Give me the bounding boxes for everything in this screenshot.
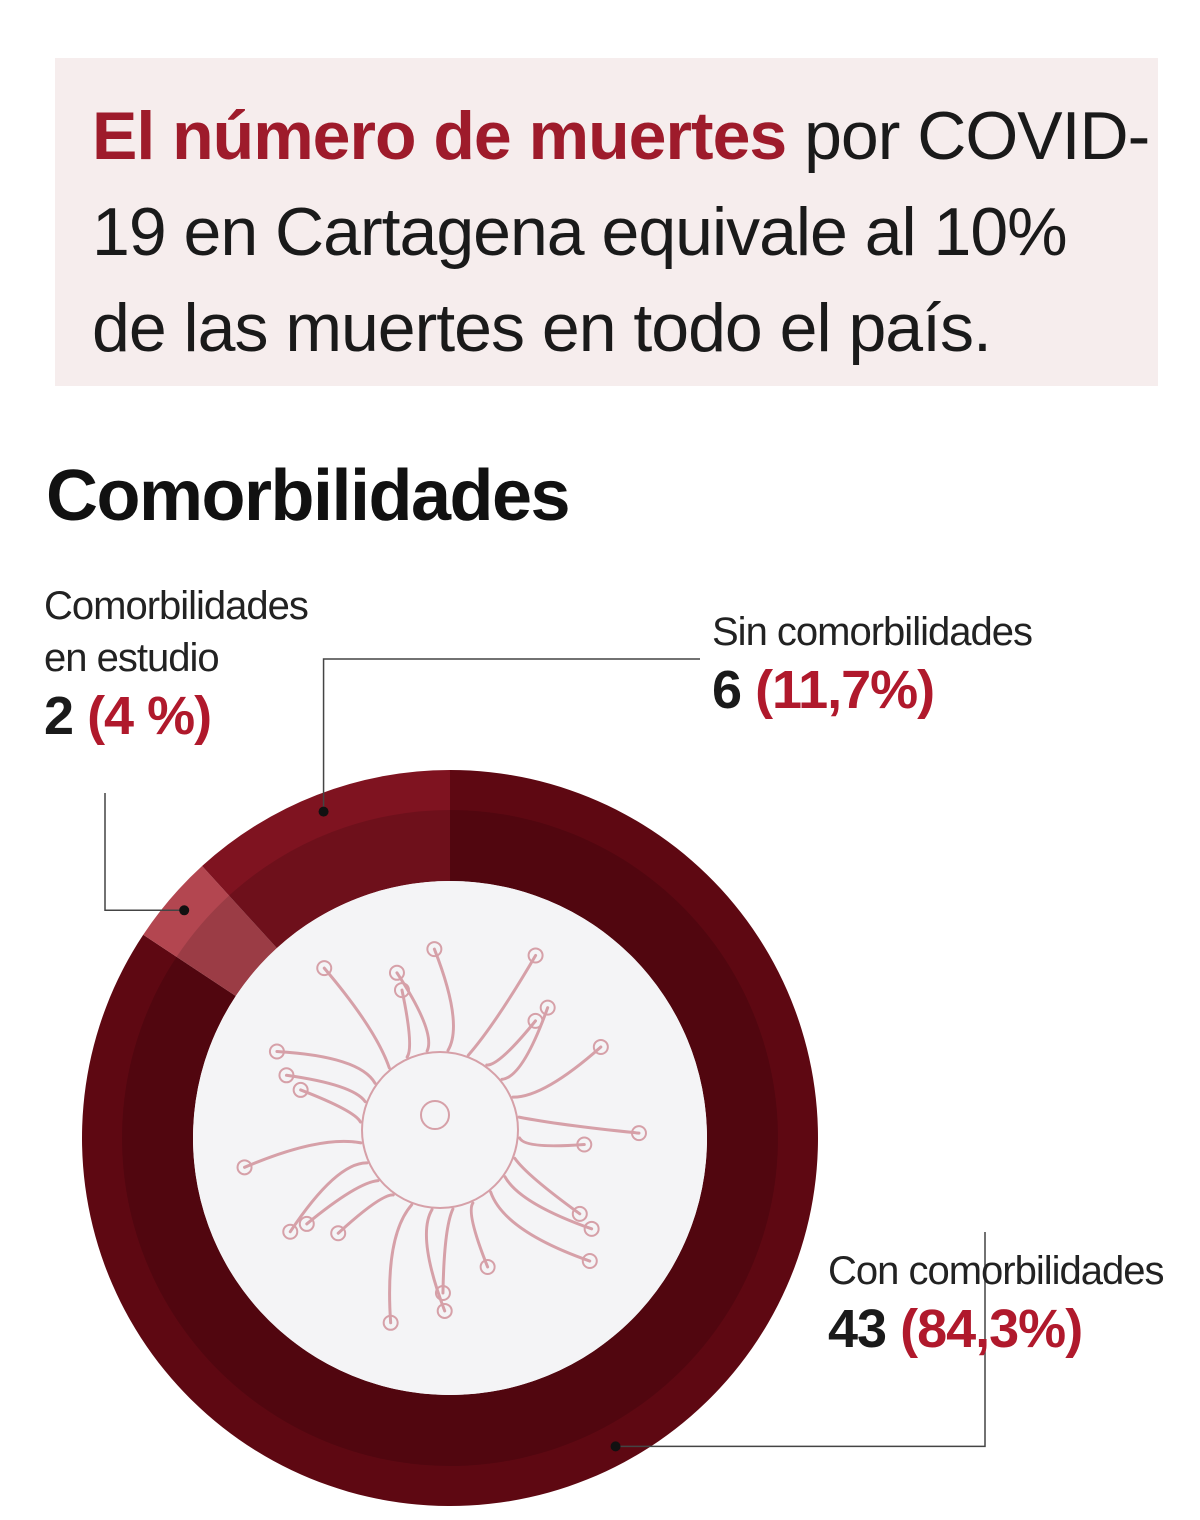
callout-con-percent: (84,3%) <box>900 1299 1083 1359</box>
virus-spike-tip <box>592 1038 609 1055</box>
virus-spike-tip <box>527 947 544 964</box>
slice-en-estudio <box>143 866 277 997</box>
virus-spike-tip <box>434 1284 451 1301</box>
virus-spike-tip <box>426 941 443 958</box>
callout-sin-value: 6 (11,7%) <box>712 658 1032 722</box>
virus-core <box>420 1100 450 1130</box>
slice-sin-comorbilidades <box>202 770 450 949</box>
virus-spike <box>243 1139 363 1169</box>
virus-spike <box>466 953 538 1057</box>
virus-spike-tip <box>479 1258 496 1275</box>
virus-spike <box>503 1175 594 1231</box>
virus-spike-tip <box>268 1043 285 1060</box>
slice-sin-comorbilidades-shade <box>229 810 450 949</box>
callout-sin-label: Sin comorbilidades <box>712 610 1033 654</box>
virus-spike-tip <box>630 1125 647 1142</box>
leader-con-dot <box>610 1441 621 1452</box>
callout-sin: Sin comorbilidades 6 (11,7%) <box>712 606 1033 722</box>
callout-con-count: 43 <box>828 1299 887 1359</box>
virus-spike <box>400 988 412 1059</box>
virus-spike <box>500 1006 550 1081</box>
donut-center <box>193 881 707 1395</box>
virus-body <box>361 1051 519 1209</box>
virus-spike <box>395 971 431 1053</box>
callout-en-estudio-percent: (4 %) <box>87 686 212 746</box>
virus-spike-tip <box>539 999 556 1016</box>
virus-spike <box>469 1201 490 1269</box>
virus-spike-tip <box>292 1081 309 1098</box>
virus-spike <box>388 1203 414 1325</box>
callout-sin-percent: (11,7%) <box>755 660 935 720</box>
virus-spike-tip <box>330 1225 347 1242</box>
virus-spike <box>336 1193 395 1235</box>
callout-sin-count: 6 <box>712 660 742 720</box>
virus-spike-tip <box>388 964 405 981</box>
callout-con: Con comorbilidades 43 (84,3%) <box>828 1245 1165 1361</box>
virus-spike <box>489 1190 592 1263</box>
headline-rest: por COVID-19 en Cartagena equivale al 10… <box>92 98 1150 366</box>
virus-spike <box>275 1049 377 1085</box>
callout-con-label: Con comorbilidades <box>828 1249 1165 1293</box>
virus-spike <box>424 1208 447 1313</box>
virus-spike-tip <box>382 1314 399 1331</box>
virus-spike <box>284 1073 367 1104</box>
virus-spike <box>299 1088 362 1124</box>
leader-sin-line <box>322 658 700 812</box>
slice-con-comorbilidades <box>82 770 819 1506</box>
callout-leaders <box>104 658 986 1452</box>
virus-spike <box>288 1161 369 1234</box>
virus-spike <box>517 1115 641 1135</box>
virus-spike <box>511 1045 603 1099</box>
virus-spike-tip <box>316 960 333 977</box>
virus-spike-tip <box>278 1067 295 1084</box>
callout-con-value: 43 (84,3%) <box>828 1297 1164 1361</box>
donut-inner-shade <box>122 810 779 1466</box>
virus-spike-tip <box>576 1136 593 1153</box>
virus-spike <box>485 1019 537 1067</box>
callout-en-estudio-count: 2 <box>44 686 74 746</box>
headline-box <box>55 58 1158 386</box>
virus-spike-tip <box>298 1215 315 1232</box>
leader-sin-dot <box>318 806 329 817</box>
donut-slices <box>82 770 819 1506</box>
slice-en-estudio-shade <box>176 895 277 997</box>
callout-en-estudio-label-1: Comorbilidades <box>44 584 309 628</box>
virus-spike <box>322 966 391 1070</box>
leader-en-estudio-line <box>104 793 185 912</box>
leader-en-estudio-dot <box>179 905 190 916</box>
virus-spike-tip <box>583 1220 600 1237</box>
callout-en-estudio: Comorbilidades en estudio 2 (4 %) <box>44 580 309 748</box>
virus-spike-tip <box>581 1253 598 1270</box>
virus-spike-tip <box>571 1205 588 1222</box>
virus-spike <box>513 1156 582 1216</box>
headline: El número de muertes por COVID-19 en Car… <box>92 88 1152 376</box>
callout-en-estudio-label-2: en estudio <box>44 636 220 680</box>
virus-spike <box>441 1207 455 1295</box>
section-title: Comorbilidades <box>46 456 571 536</box>
virus-spike <box>518 1136 586 1148</box>
virus-spike-tip <box>282 1223 299 1240</box>
virus-spike-tip <box>436 1302 453 1319</box>
virus-spike-tip <box>236 1159 253 1176</box>
leader-con-line <box>615 1232 986 1448</box>
headline-highlight: El número de muertes <box>92 98 787 174</box>
coronavirus-icon <box>236 941 647 1331</box>
virus-spike <box>432 947 455 1052</box>
virus-spike <box>305 1179 380 1226</box>
callout-en-estudio-value: 2 (4 %) <box>44 684 308 748</box>
